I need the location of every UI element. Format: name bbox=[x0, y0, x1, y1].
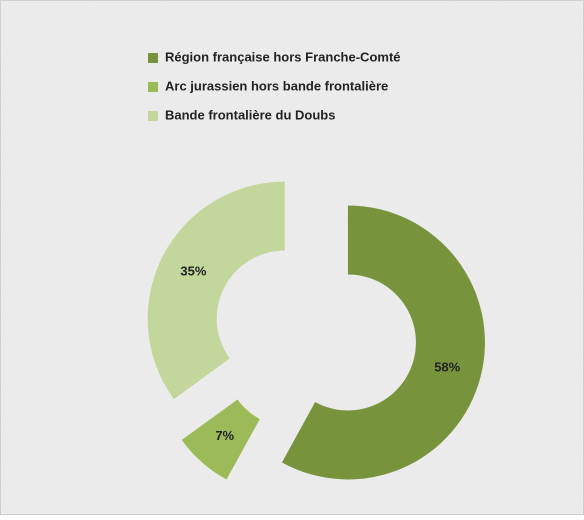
data-label: 35% bbox=[180, 263, 206, 278]
donut-slice bbox=[281, 205, 485, 480]
legend-swatch bbox=[148, 53, 158, 63]
legend-label: Arc jurassien hors bande frontalière bbox=[165, 78, 388, 93]
legend-label: Bande frontalière du Doubs bbox=[165, 107, 335, 122]
legend-swatch bbox=[148, 82, 158, 92]
legend-swatch bbox=[148, 111, 158, 121]
data-label: 58% bbox=[434, 359, 460, 374]
data-label: 7% bbox=[215, 428, 234, 443]
legend-label: Région française hors Franche-Comté bbox=[165, 49, 401, 64]
donut-slice bbox=[181, 399, 260, 480]
donut-slice bbox=[147, 181, 285, 400]
